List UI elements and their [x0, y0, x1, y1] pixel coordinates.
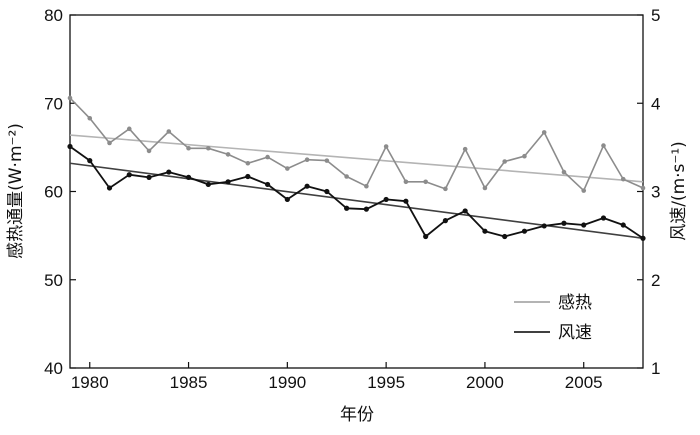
x-axis: 1980 1985 1990 1995 2000 2005 — [71, 362, 603, 392]
data-point-wind-speed — [640, 235, 646, 241]
data-point-wind-speed — [304, 183, 310, 189]
plot-border — [69, 14, 644, 369]
data-point-sensible-heat — [601, 143, 606, 148]
data-point-wind-speed — [87, 158, 93, 164]
plot-frame — [69, 14, 644, 369]
data-point-sensible-heat — [522, 153, 527, 159]
data-point-wind-speed — [146, 174, 152, 180]
data-point-sensible-heat — [541, 130, 547, 135]
legend: 感热 风速 — [514, 293, 592, 343]
data-point-wind-speed — [185, 174, 192, 180]
data-point-sensible-heat — [423, 179, 428, 185]
data-point-sensible-heat — [304, 157, 310, 163]
data-point-sensible-heat — [225, 152, 231, 157]
trend-lines — [69, 134, 644, 240]
data-point-wind-speed — [225, 179, 231, 185]
x-tick-label: 1990 — [268, 373, 306, 392]
right-y-axis-title: 风速/(m·s⁻¹) — [669, 141, 689, 241]
data-point-sensible-heat — [67, 95, 73, 101]
data-point-sensible-heat — [265, 154, 270, 160]
data-point-wind-speed — [205, 181, 211, 188]
legend-label-wind-speed: 风速 — [558, 323, 592, 343]
right-y-tick-label: 2 — [651, 271, 660, 290]
data-point-sensible-heat — [561, 169, 567, 175]
left-y-axis-title: 感热通量(W·m⁻²) — [6, 123, 26, 259]
data-point-wind-speed — [620, 222, 626, 228]
data-point-sensible-heat — [620, 176, 626, 182]
data-point-sensible-heat — [364, 183, 369, 189]
data-point-wind-speed — [245, 173, 251, 180]
data-point-wind-speed — [521, 228, 528, 234]
right-y-tick-label: 1 — [651, 359, 660, 378]
data-point-wind-speed — [166, 169, 172, 175]
x-tick-label: 1980 — [71, 373, 109, 392]
data-point-sensible-heat — [403, 179, 409, 185]
data-point-sensible-heat — [206, 145, 211, 151]
data-point-sensible-heat — [502, 159, 507, 164]
right-y-tick-label: 4 — [651, 94, 660, 113]
legend-label-sensible-heat: 感热 — [558, 293, 592, 313]
data-point-wind-speed — [126, 172, 132, 178]
data-point-wind-speed — [581, 222, 587, 228]
data-point-sensible-heat — [166, 129, 172, 134]
data-point-wind-speed — [423, 233, 429, 240]
left-y-tick-label: 80 — [44, 6, 63, 25]
data-point-wind-speed — [442, 218, 449, 224]
right-y-tick-label: 3 — [651, 183, 660, 202]
right-y-tick-label: 5 — [651, 6, 660, 25]
data-point-wind-speed — [482, 228, 488, 234]
x-axis-title: 年份 — [340, 405, 374, 425]
left-y-tick-label: 60 — [44, 183, 63, 202]
trend-line-sensible-heat — [69, 134, 644, 183]
data-point-sensible-heat — [640, 185, 646, 191]
x-tick-label: 1985 — [170, 373, 208, 392]
data-point-sensible-heat — [324, 158, 330, 163]
data-point-sensible-heat — [245, 160, 251, 166]
data-point-sensible-heat — [443, 186, 448, 192]
x-tick-label: 2000 — [466, 373, 504, 392]
data-point-sensible-heat — [186, 145, 191, 151]
left-y-tick-label: 70 — [44, 94, 63, 113]
data-point-wind-speed — [344, 205, 350, 211]
data-point-wind-speed — [600, 215, 607, 221]
series-line-sensible-heat — [69, 97, 644, 192]
left-y-axis: 40 50 60 70 80 — [44, 6, 76, 378]
series-line-wind-speed — [69, 145, 644, 240]
x-tick-label: 1995 — [367, 373, 405, 392]
data-point-wind-speed — [363, 206, 369, 212]
data-point-wind-speed — [541, 223, 547, 229]
data-point-wind-speed — [383, 196, 389, 203]
data-point-wind-speed — [561, 220, 567, 226]
left-y-tick-label: 40 — [44, 359, 63, 378]
data-point-wind-speed — [502, 233, 508, 240]
data-point-wind-speed — [284, 196, 290, 203]
data-point-sensible-heat — [87, 115, 93, 121]
data-point-sensible-heat — [482, 185, 488, 191]
data-point-sensible-heat — [581, 188, 587, 193]
right-y-axis: 1 2 3 4 5 — [637, 6, 660, 378]
x-tick-label: 2005 — [565, 373, 603, 392]
data-point-wind-speed — [324, 188, 330, 195]
data-point-sensible-heat — [107, 140, 112, 146]
data-point-wind-speed — [106, 185, 113, 191]
data-point-sensible-heat — [383, 144, 389, 149]
data-point-sensible-heat — [462, 146, 468, 152]
data-point-wind-speed — [403, 198, 409, 204]
data-point-sensible-heat — [126, 126, 132, 132]
left-y-tick-label: 50 — [44, 271, 63, 290]
series-lines — [67, 95, 646, 241]
data-point-sensible-heat — [146, 148, 152, 154]
data-point-wind-speed — [264, 181, 271, 188]
data-point-wind-speed — [67, 143, 73, 150]
data-point-sensible-heat — [344, 174, 349, 179]
data-point-sensible-heat — [285, 166, 290, 171]
data-point-wind-speed — [462, 208, 468, 214]
